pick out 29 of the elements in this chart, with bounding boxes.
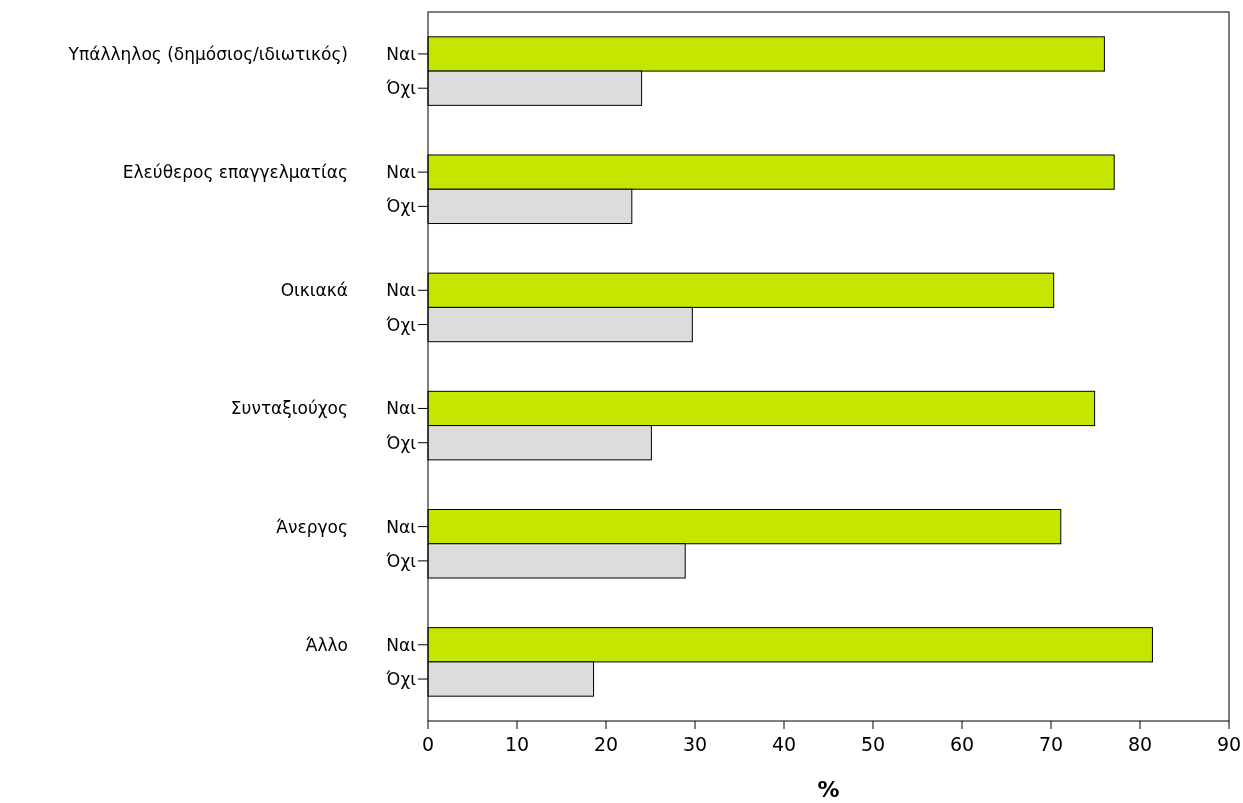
text: Όχι (386, 432, 416, 453)
x-tick-label: 80 (1127, 733, 1153, 755)
x-tick-label: 50 (860, 733, 886, 755)
y-tick-label: Άνεργος (276, 516, 348, 537)
x-tick-label: 20 (593, 733, 619, 755)
x-tick-label: 60 (949, 733, 975, 755)
legend-label: Ναι (386, 43, 417, 64)
x-tick-label: 0 (421, 733, 435, 755)
y-tick-label: Άλλο (305, 634, 348, 655)
y-tick-label: Ελεύθερος επαγγελματίας (122, 162, 348, 183)
text: Όχι (386, 314, 416, 335)
text: Ναι (386, 398, 416, 419)
x-tick-label: 90 (1216, 733, 1242, 755)
x-tick-label: 10 (504, 733, 530, 755)
legend-label: Όχι (385, 78, 417, 99)
text: Όχι (386, 196, 416, 217)
text: Ναι (386, 162, 416, 183)
x-tick-label: 30 (682, 733, 708, 755)
text: Ναι (386, 280, 416, 301)
y-tick-label: Οικιακά (280, 280, 348, 301)
text: Ναι (386, 516, 416, 537)
y-tick-label: Συνταξιούχος (230, 398, 348, 419)
x-tick-label: 70 (1038, 733, 1064, 755)
text: Ναι (386, 634, 416, 655)
x-axis-title: % (817, 777, 840, 802)
text: Όχι (386, 550, 416, 571)
y-tick-label: Υπάλληλος (δημόσιος/ιδιωτικός) (67, 43, 348, 64)
text: Όχι (386, 669, 416, 689)
x-tick-label: 40 (771, 733, 797, 755)
